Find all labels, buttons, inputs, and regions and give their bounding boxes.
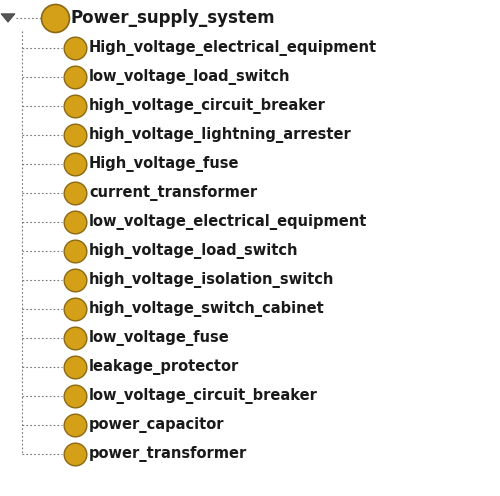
Text: power_capacitor: power_capacitor: [89, 417, 224, 433]
Point: [71, 247, 79, 255]
Text: power_transformer: power_transformer: [89, 446, 247, 462]
Text: low_voltage_load_switch: low_voltage_load_switch: [89, 69, 290, 85]
Point: [71, 276, 79, 284]
Text: leakage_protector: leakage_protector: [89, 359, 240, 375]
Text: high_voltage_circuit_breaker: high_voltage_circuit_breaker: [89, 98, 326, 114]
Point: [71, 189, 79, 197]
Point: [71, 363, 79, 371]
Text: high_voltage_isolation_switch: high_voltage_isolation_switch: [89, 272, 334, 288]
Text: High_voltage_fuse: High_voltage_fuse: [89, 156, 240, 172]
Point: [71, 102, 79, 110]
Text: current_transformer: current_transformer: [89, 185, 257, 201]
Text: high_voltage_load_switch: high_voltage_load_switch: [89, 243, 298, 259]
Text: Power_supply_system: Power_supply_system: [71, 9, 276, 27]
Text: low_voltage_fuse: low_voltage_fuse: [89, 330, 230, 346]
Point: [71, 218, 79, 226]
Point: [71, 450, 79, 458]
Text: high_voltage_switch_cabinet: high_voltage_switch_cabinet: [89, 301, 325, 317]
Text: high_voltage_lightning_arrester: high_voltage_lightning_arrester: [89, 127, 352, 143]
Point: [71, 421, 79, 429]
Point: [71, 392, 79, 400]
Point: [71, 131, 79, 139]
Point: [71, 73, 79, 81]
Point: [71, 305, 79, 313]
Point: [51, 14, 59, 22]
Point: [71, 44, 79, 52]
Polygon shape: [1, 14, 15, 22]
Text: low_voltage_circuit_breaker: low_voltage_circuit_breaker: [89, 388, 318, 404]
Point: [71, 160, 79, 168]
Text: High_voltage_electrical_equipment: High_voltage_electrical_equipment: [89, 40, 377, 56]
Text: low_voltage_electrical_equipment: low_voltage_electrical_equipment: [89, 214, 367, 230]
Point: [71, 334, 79, 342]
